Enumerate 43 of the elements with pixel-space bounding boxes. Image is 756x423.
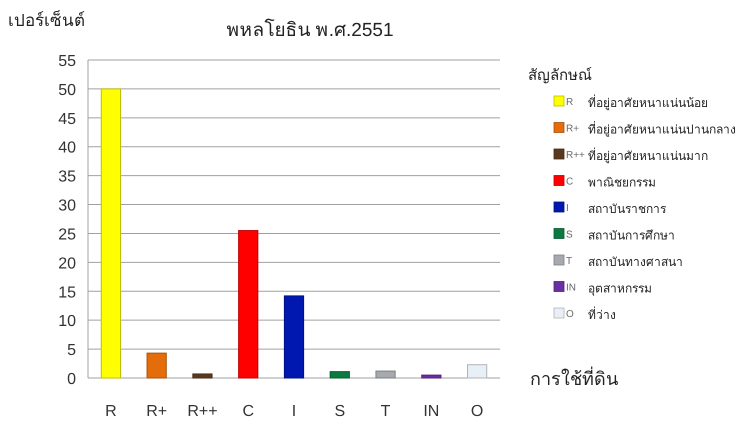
y-tick-label: 10 (58, 313, 76, 330)
x-tick-label: R (105, 403, 117, 420)
legend-label: ที่อยู่อาศัยหนาแน่นปานกลาง (588, 120, 736, 138)
y-tick-label: 50 (58, 82, 76, 99)
y-tick-label: 0 (67, 371, 76, 388)
legend-label: สถาบันทางศาสนา (588, 255, 683, 269)
y-tick-label: 35 (58, 168, 76, 186)
y-tick-label: 15 (58, 284, 76, 302)
x-tick-label: I (292, 403, 296, 420)
legend-item: R ที่อยู่อาศัยหนาแน่นน้อย (554, 96, 708, 110)
legend-item: R+ ที่อยู่อาศัยหนาแน่นปานกลาง (554, 122, 736, 136)
legend-label: ที่อยู่อาศัยหนาแน่นมาก (588, 147, 708, 164)
x-tick-label: S (334, 403, 346, 420)
legend-label: สถาบันราชการ (588, 202, 667, 216)
y-tick-label: 30 (58, 198, 76, 215)
legend-label: อุตสาหกรรม (588, 282, 652, 296)
y-tick-label: 55 (58, 53, 76, 70)
y-tick-label: 25 (58, 226, 76, 244)
legend-item: O ที่ว่าง (554, 308, 616, 322)
x-axis-title: การใช้ที่ดิน (530, 366, 618, 389)
y-axis-title: เปอร์เซ็นต์ (8, 9, 85, 30)
legend-label: ที่อยู่อาศัยหนาแน่นน้อย (588, 94, 708, 111)
x-tick-label: R+ (146, 403, 168, 420)
legend-label: พาณิชยกรรม (588, 176, 656, 190)
x-tick-label: C (242, 403, 254, 420)
legend-label: สถาบันการศึกษา (588, 228, 675, 242)
x-tick-label: R++ (187, 403, 218, 420)
legend-item: S สถาบันการศึกษา (554, 228, 675, 242)
x-tick-label: O (470, 403, 484, 420)
y-tick-label: 40 (58, 140, 76, 157)
legend-item: C พาณิชยกรรม (554, 175, 656, 190)
x-tick-label: T (380, 403, 391, 420)
x-tick-label: IN (423, 403, 440, 420)
legend-item: R++ ที่อยู่อาศัยหนาแน่นมาก (554, 148, 708, 163)
legend-item: T สถาบันทางศาสนา (554, 254, 683, 269)
y-tick-label: 20 (58, 255, 76, 272)
chart-title: พหลโยธิน พ.ศ.2551 (226, 18, 394, 41)
legend-item: I สถาบันราชการ (554, 202, 666, 216)
legend-item: IN อุตสาหกรรม (554, 281, 652, 296)
legend-label: ที่ว่าง (588, 306, 616, 322)
y-tick-label: 45 (58, 110, 76, 128)
legend-title: สัญลักษณ์ (528, 67, 592, 84)
y-tick-label: 5 (67, 342, 76, 360)
